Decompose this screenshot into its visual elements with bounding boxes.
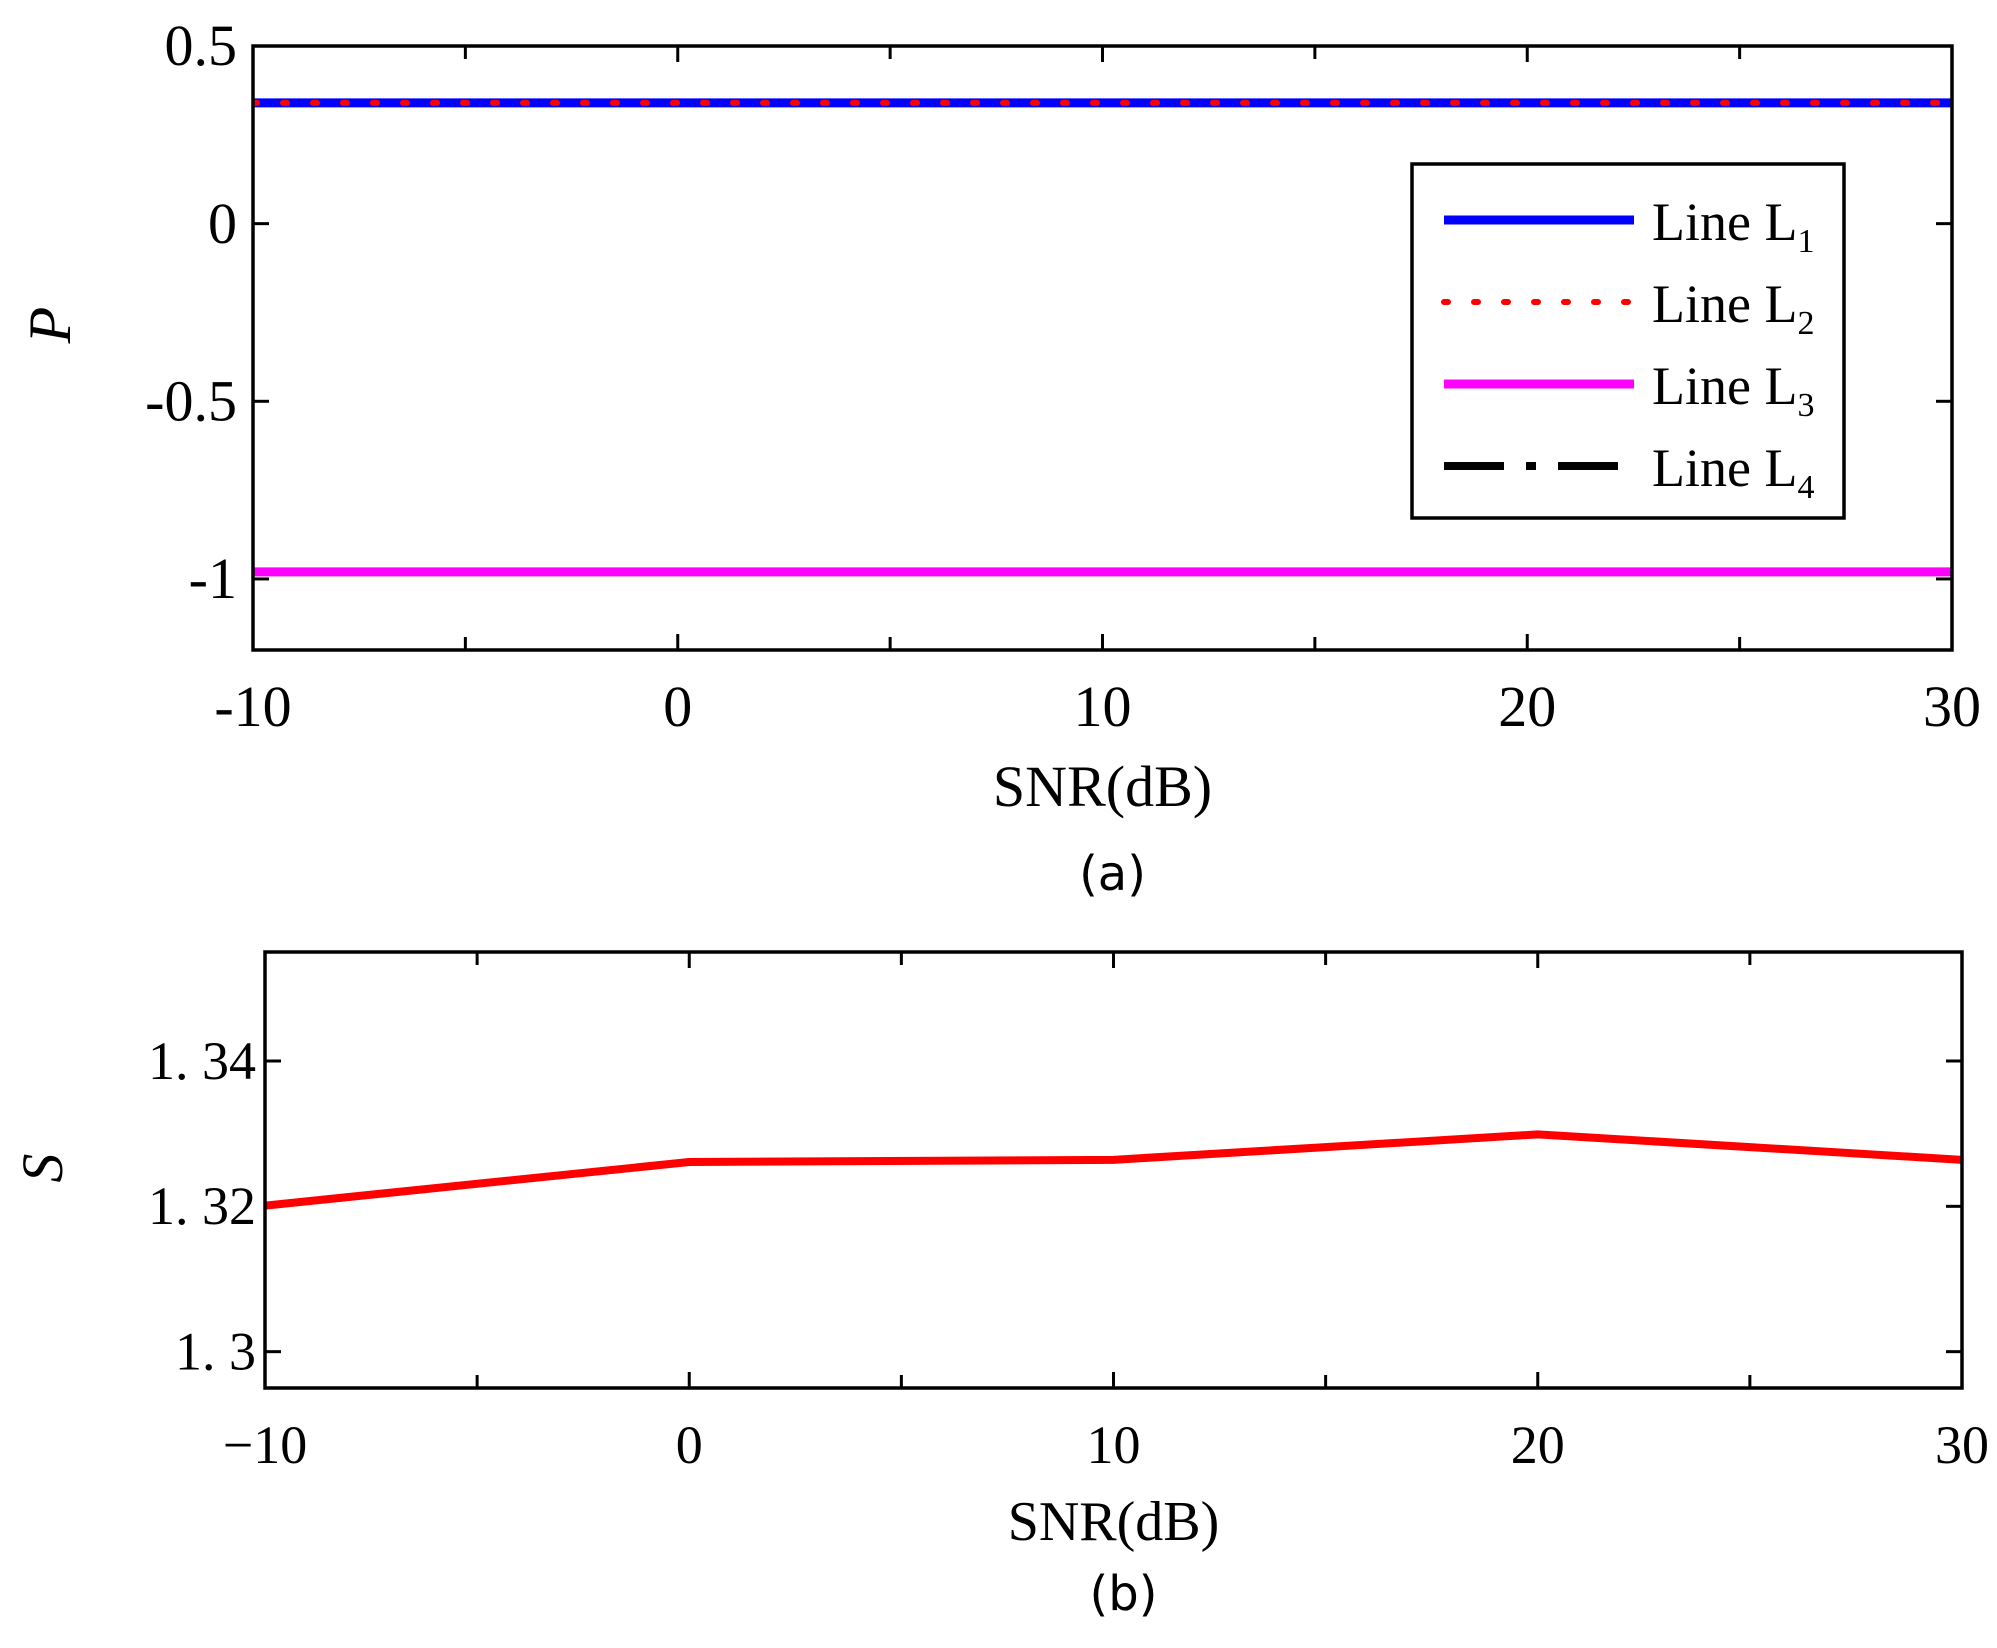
- legend-label-l1: Line L1: [1652, 192, 1814, 260]
- series-line-s: [265, 1130, 1962, 1210]
- legend: Line L1 Line L2 Line L3 Line L4: [1410, 162, 1846, 520]
- legend-label-l2: Line L2: [1652, 274, 1814, 342]
- y-tick-label: 0.5: [165, 13, 238, 78]
- x-tick-label: 30: [1935, 1415, 1989, 1475]
- legend-label-l4: Line L4: [1652, 438, 1814, 506]
- panel-caption: (b): [1090, 1566, 1158, 1622]
- y-tick-label: 0: [208, 191, 237, 256]
- plot-frame: [251, 44, 1954, 652]
- x-tick-label: 0: [676, 1415, 703, 1475]
- y-tick-label: -1: [189, 546, 237, 611]
- x-tick-label: 10: [1087, 1415, 1141, 1475]
- y-tick-label: 1. 3: [175, 1321, 256, 1381]
- series-group: [253, 98, 1952, 577]
- x-axis-label: SNR(dB): [993, 754, 1212, 819]
- y-tick-label: -0.5: [145, 368, 237, 433]
- y-axis-label: P: [17, 307, 83, 345]
- panel-caption: (a): [1079, 846, 1146, 902]
- plot-frame: [263, 950, 1964, 1390]
- x-axis-label: SNR(dB): [1008, 1491, 1220, 1553]
- x-tick-label: 10: [1074, 674, 1132, 739]
- series-group: [265, 1130, 1962, 1210]
- x-tick-label: 0: [663, 674, 692, 739]
- x-tick-label: −10: [223, 1415, 307, 1475]
- legend-label-l3: Line L3: [1652, 356, 1814, 424]
- x-tick-label: 20: [1511, 1415, 1565, 1475]
- y-axis-label: S: [10, 1154, 75, 1183]
- x-tick-label: -10: [214, 674, 291, 739]
- y-tick-label: 1. 32: [148, 1176, 256, 1236]
- x-tick-label: 30: [1923, 674, 1981, 739]
- x-tick-label: 20: [1498, 674, 1556, 739]
- y-tick-label: 1. 34: [148, 1031, 256, 1091]
- panel-b-chart: −10 0 10 20 30 1. 34 1. 32 1. 3 SNR(dB) S (b): [10, 950, 1989, 1622]
